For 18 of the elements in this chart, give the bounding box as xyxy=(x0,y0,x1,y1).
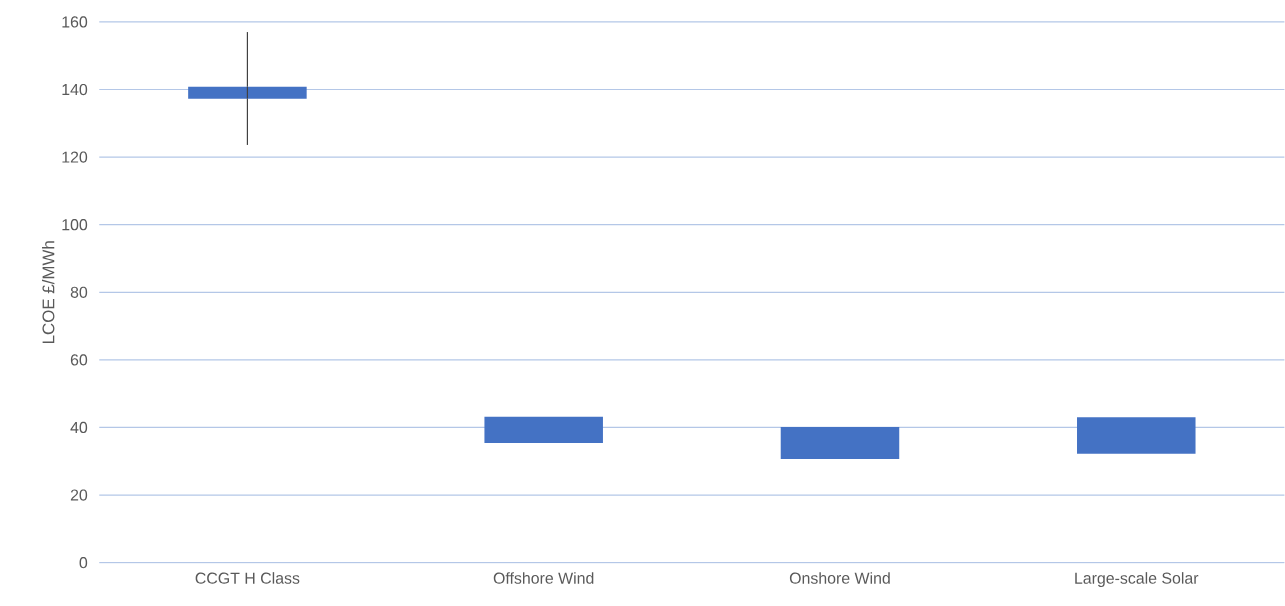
y-tick-label: 0 xyxy=(79,557,88,569)
x-tick-label: Onshore Wind xyxy=(789,572,890,585)
y-tick-label: 40 xyxy=(70,422,88,434)
y-axis-title: LCOE £/MWh xyxy=(42,241,55,344)
y-tick-label: 140 xyxy=(62,84,88,96)
x-tick-label: Large-scale Solar xyxy=(1075,572,1199,588)
candlestick xyxy=(484,416,603,444)
y-tick-label: 160 xyxy=(62,16,88,28)
x-tick-label: Offshore Wind xyxy=(493,572,594,585)
y-tick-label: 20 xyxy=(70,489,88,501)
y-tick-label: 120 xyxy=(62,151,88,163)
x-tick-label: CCGT H Class xyxy=(195,572,300,585)
candlestick xyxy=(780,427,900,460)
candlestick xyxy=(1077,417,1196,455)
candlestick xyxy=(188,31,307,146)
y-tick-label: 60 xyxy=(70,354,88,366)
y-tick-label: 80 xyxy=(70,286,88,299)
y-tick-label: 100 xyxy=(62,219,88,231)
